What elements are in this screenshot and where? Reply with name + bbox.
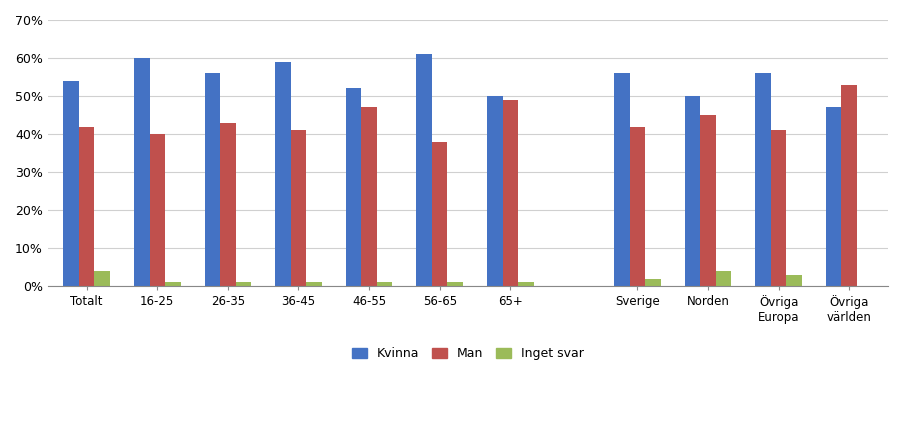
Bar — [361, 107, 376, 286]
Bar — [825, 107, 841, 286]
Bar — [205, 73, 220, 286]
Bar — [165, 283, 180, 286]
Bar — [841, 85, 856, 286]
Bar — [78, 127, 95, 286]
Bar — [715, 271, 731, 286]
Bar — [133, 58, 150, 286]
Bar — [486, 96, 502, 286]
Bar — [518, 283, 533, 286]
Bar — [447, 283, 463, 286]
Bar — [786, 275, 801, 286]
Bar — [95, 271, 110, 286]
Legend: Kvinna, Man, Inget svar: Kvinna, Man, Inget svar — [346, 342, 588, 365]
Bar — [754, 73, 770, 286]
Bar — [699, 115, 715, 286]
Bar — [63, 81, 78, 286]
Bar — [644, 279, 660, 286]
Bar — [629, 127, 644, 286]
Bar — [770, 131, 786, 286]
Bar — [150, 134, 165, 286]
Bar — [613, 73, 629, 286]
Bar — [416, 54, 431, 286]
Bar — [235, 283, 251, 286]
Bar — [345, 88, 361, 286]
Bar — [431, 142, 447, 286]
Bar — [376, 283, 392, 286]
Bar — [684, 96, 699, 286]
Bar — [220, 123, 235, 286]
Bar — [306, 283, 321, 286]
Bar — [502, 100, 518, 286]
Bar — [290, 131, 306, 286]
Bar — [275, 62, 290, 286]
